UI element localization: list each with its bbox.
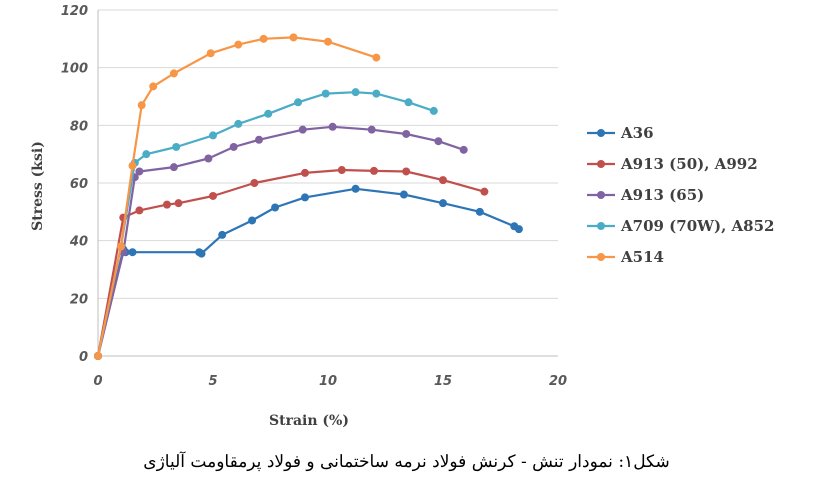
figure-caption: شکل۱: نمودار تنش - کرنش فولاد نرمه ساختم… — [143, 452, 670, 472]
data-point — [404, 98, 413, 107]
data-point — [142, 150, 151, 159]
data-point — [94, 352, 102, 360]
x-tick-label: 20 — [549, 374, 567, 389]
legend-swatch-marker — [597, 160, 605, 168]
data-point — [259, 34, 268, 43]
data-point — [301, 193, 309, 202]
data-point — [172, 142, 181, 151]
y-tick-label: 0 — [79, 350, 88, 365]
data-point — [229, 142, 238, 151]
data-point — [402, 167, 411, 176]
data-point — [434, 137, 443, 146]
data-point — [255, 135, 263, 144]
data-point — [197, 249, 206, 258]
data-point — [367, 125, 376, 134]
data-point — [206, 49, 215, 58]
x-axis-title: Strain (%) — [269, 413, 349, 429]
data-point — [399, 190, 408, 199]
data-point — [271, 203, 280, 212]
data-point — [248, 216, 257, 225]
data-point — [163, 200, 171, 209]
data-point — [439, 199, 447, 208]
data-point — [372, 89, 381, 98]
data-point — [117, 242, 125, 251]
data-point — [298, 125, 307, 134]
legend-label: A514 — [620, 248, 664, 266]
data-point — [372, 53, 381, 62]
data-point — [209, 131, 217, 140]
data-point — [459, 145, 468, 154]
data-point — [324, 37, 332, 46]
series-line — [96, 168, 486, 358]
data-point — [169, 69, 178, 78]
stress-strain-chart: 0 20 40 60 80 100 120 0 5 10 15 20 A36 A913 (50), A9… — [30, 4, 774, 429]
data-point — [209, 191, 217, 200]
data-series — [94, 33, 523, 360]
data-point — [218, 230, 227, 239]
legend-label: A36 — [620, 124, 654, 142]
data-point — [234, 40, 243, 49]
y-tick-label: 80 — [70, 119, 88, 134]
series-line — [96, 187, 521, 358]
legend-label: A913 (50), A992 — [620, 155, 758, 173]
legend-swatch-marker — [597, 222, 605, 230]
data-point — [128, 248, 137, 257]
data-point — [351, 88, 360, 97]
data-point — [135, 167, 144, 176]
data-point — [429, 106, 438, 115]
data-point — [135, 206, 144, 215]
legend-swatch-marker — [597, 129, 605, 137]
data-point — [301, 168, 309, 177]
y-tick-label: 60 — [70, 177, 88, 192]
x-tick-label: 10 — [319, 374, 337, 389]
axes: 0 20 40 60 80 100 120 0 5 10 15 20 — [61, 4, 567, 389]
data-point — [439, 176, 447, 185]
legend-swatch-marker — [597, 191, 605, 199]
gridlines — [98, 9, 558, 299]
data-point — [264, 109, 273, 118]
legend-label: A913 (65) — [620, 186, 704, 204]
y-tick-label: 120 — [61, 4, 88, 19]
data-point — [337, 166, 346, 175]
data-point — [480, 187, 489, 196]
legend-swatch-marker — [597, 253, 605, 261]
data-point — [234, 119, 243, 128]
data-point — [294, 98, 303, 107]
data-point — [475, 207, 484, 216]
y-tick-label: 40 — [69, 235, 88, 250]
data-point — [351, 184, 360, 193]
legend-label: A709 (70W), A852 — [620, 217, 774, 235]
data-point — [514, 225, 523, 234]
y-axis-title: Stress (ksi) — [30, 141, 46, 231]
data-point — [128, 161, 137, 170]
data-point — [250, 179, 259, 187]
legend: A36 A913 (50), A992 A913 (65) A709 (70W), A… — [587, 124, 774, 266]
data-point — [402, 129, 411, 138]
data-point — [204, 154, 213, 163]
y-tick-label: 20 — [70, 292, 88, 307]
data-point — [321, 89, 330, 98]
series-line — [96, 125, 465, 358]
series-line — [96, 36, 378, 358]
data-point — [137, 101, 146, 110]
x-tick-label: 0 — [93, 374, 102, 389]
data-point — [169, 163, 178, 172]
data-point — [370, 166, 378, 175]
data-point — [174, 199, 183, 208]
x-tick-label: 15 — [434, 374, 452, 389]
x-tick-label: 5 — [208, 374, 217, 389]
data-point — [328, 122, 337, 131]
y-tick-label: 100 — [61, 62, 88, 77]
data-point — [149, 82, 158, 91]
data-point — [289, 33, 298, 42]
